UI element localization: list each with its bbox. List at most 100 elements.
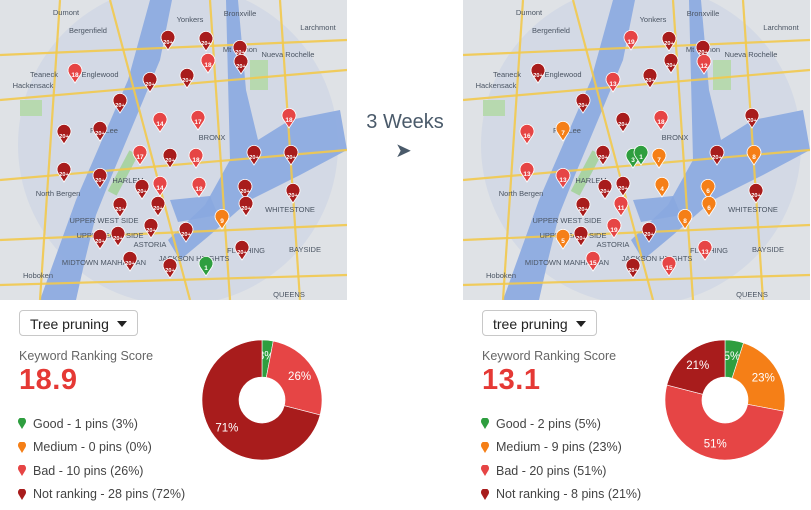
rank-pin[interactable]: 20+ [110,225,126,247]
rank-pin[interactable]: 18 [67,62,83,84]
donut-slice-label: 71% [215,422,238,434]
rank-pin[interactable]: 20+ [597,178,613,200]
map-canvas[interactable]: Dumont Yonkers Bronxville Larchmont Bergenfi… [0,0,347,300]
rank-pin[interactable]: 20+ [237,178,253,200]
rank-pin[interactable]: 1 [198,255,214,277]
ranking-map[interactable]: Dumont Yonkers Bronxville Larchmont Bergenfi… [0,0,347,300]
rank-pin[interactable]: 6 [701,195,717,217]
rank-pin[interactable]: 20+ [162,257,178,279]
rank-pin[interactable]: 19 [606,217,622,239]
rank-pin[interactable]: 20+ [625,257,641,279]
svg-text:20+: 20+ [286,155,296,161]
rank-pin[interactable]: 20+ [92,228,108,250]
rank-pin[interactable]: 20+ [661,30,677,52]
map-canvas[interactable]: Dumont Yonkers Bronxville Larchmont Bergenfi… [463,0,810,300]
rank-pin[interactable]: 18 [188,147,204,169]
rank-pin[interactable]: 9 [214,208,230,230]
rank-pin[interactable]: 20+ [234,239,250,261]
rank-pin[interactable]: 20+ [285,182,301,204]
rank-pin[interactable]: 13 [555,167,571,189]
rank-pin[interactable]: 20+ [198,30,214,52]
rank-pin[interactable]: 20+ [150,195,166,217]
rank-pin[interactable]: 20+ [709,144,725,166]
svg-text:8: 8 [683,218,687,225]
rank-pin[interactable]: 20+ [595,144,611,166]
rank-pin[interactable]: 13 [697,239,713,261]
rank-pin[interactable]: 20+ [122,250,138,272]
svg-text:19: 19 [627,39,635,46]
map-place-label: UPPER WEST SIDE [69,216,138,225]
rank-pin[interactable]: 20+ [143,217,159,239]
rank-pin[interactable]: 20+ [162,147,178,169]
rank-pin[interactable]: 20+ [56,161,72,183]
rank-pin[interactable]: 18 [191,176,207,198]
rank-pin[interactable]: 20+ [575,92,591,114]
rank-pin[interactable]: 15 [585,250,601,272]
pin-legend: Good - 1 pins (3%) Medium - 0 pins (0%) … [18,412,185,506]
svg-text:9: 9 [220,218,224,225]
rank-pin[interactable]: 20+ [575,196,591,218]
rank-pin[interactable]: 20+ [246,144,262,166]
rank-pin[interactable]: 18 [653,109,669,131]
rank-pin[interactable]: 20+ [642,67,658,89]
svg-text:20+: 20+ [576,236,586,242]
keyword-select[interactable]: Tree pruning [19,310,138,336]
rank-pin[interactable]: 18 [281,107,297,129]
rank-pin[interactable]: 20+ [92,120,108,142]
rank-pin[interactable]: 12 [696,53,712,75]
rank-pin[interactable]: 6 [700,178,716,200]
rank-pin[interactable]: 20+ [238,195,254,217]
rank-pin[interactable]: 20+ [573,225,589,247]
map-place-label: ASTORIA [597,240,630,249]
rank-pin[interactable]: 8 [746,144,762,166]
rank-pin[interactable]: 20+ [530,62,546,84]
rank-pin[interactable]: 20+ [615,111,631,133]
rank-pin[interactable]: 17 [190,109,206,131]
rank-pin[interactable]: 4 [654,176,670,198]
rank-pin[interactable]: 20+ [233,53,249,75]
rank-pin[interactable]: 7 [555,120,571,142]
rank-pin[interactable]: 20+ [134,178,150,200]
rank-pin[interactable]: 1 [633,144,649,166]
rank-pin[interactable]: 14 [152,111,168,133]
map-place-label: Dumont [516,8,543,17]
legend-item-bad: Bad - 20 pins (51%) [481,459,641,483]
svg-text:20+: 20+ [59,134,69,140]
keyword-select[interactable]: tree pruning [482,310,597,336]
rank-pin[interactable]: 18 [200,52,216,74]
rank-pin[interactable]: 5 [555,228,571,250]
rank-pin[interactable]: 20+ [112,196,128,218]
rank-pin[interactable]: 20+ [56,123,72,145]
rank-pin[interactable]: 7 [651,147,667,169]
rank-pin[interactable]: 20+ [179,67,195,89]
rank-pin[interactable]: 20+ [663,52,679,74]
rank-pin[interactable]: 20+ [283,144,299,166]
rank-pin[interactable]: 20+ [232,39,248,61]
rank-pin[interactable]: 17 [132,144,148,166]
ranking-map[interactable]: Dumont Yonkers Bronxville Larchmont Bergenfi… [463,0,810,300]
rank-pin[interactable]: 20+ [112,92,128,114]
donut-slice-label: 26% [288,371,311,383]
rank-pin[interactable]: 20+ [615,175,631,197]
rank-pin[interactable]: 16 [519,123,535,145]
svg-text:7: 7 [657,157,661,164]
rank-pin[interactable]: 20+ [695,39,711,61]
rank-pin[interactable]: 8 [677,208,693,230]
map-place-label: Englewood [81,70,118,79]
rank-pin[interactable]: 20+ [748,182,764,204]
rank-pin[interactable]: 14 [152,175,168,197]
map-place-label: BRONX [662,133,689,142]
rank-pin[interactable]: 15 [661,255,677,277]
rank-pin[interactable]: 20+ [160,29,176,51]
rank-pin[interactable]: 13 [519,161,535,183]
legend-item-medium: Medium - 0 pins (0%) [18,436,185,460]
svg-text:20+: 20+ [240,189,250,195]
rank-pin[interactable]: 20+ [142,71,158,93]
rank-pin[interactable]: 13 [605,71,621,93]
rank-pin[interactable]: 20+ [641,221,657,243]
rank-pin[interactable]: 19 [623,29,639,51]
rank-pin[interactable]: 20+ [178,221,194,243]
rank-pin[interactable]: 20+ [744,107,760,129]
rank-pin[interactable]: 11 [613,195,629,217]
rank-pin[interactable]: 20+ [92,167,108,189]
